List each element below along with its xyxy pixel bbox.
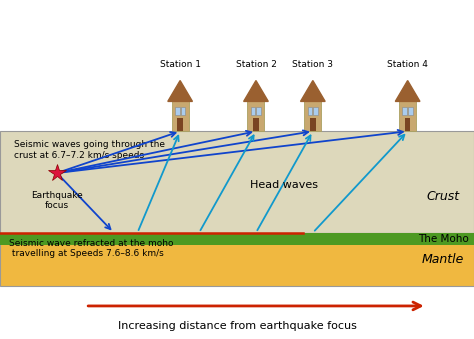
Bar <box>175 107 180 115</box>
Bar <box>0 233 474 286</box>
Polygon shape <box>301 81 325 101</box>
Text: Seismic wave refracted at the moho
 travelling at Speeds 7.6–8.6 km/s: Seismic wave refracted at the moho trave… <box>9 239 174 258</box>
Text: Increasing distance from earthquake focus: Increasing distance from earthquake focu… <box>118 321 356 332</box>
Text: The Moho: The Moho <box>418 234 469 244</box>
Bar <box>402 107 407 115</box>
Bar <box>251 107 255 115</box>
Bar <box>247 101 264 131</box>
Bar <box>0 233 474 245</box>
Text: Station 1: Station 1 <box>160 60 201 68</box>
Text: Station 4: Station 4 <box>387 60 428 68</box>
Text: Mantle: Mantle <box>422 253 465 266</box>
Polygon shape <box>168 81 192 101</box>
Bar <box>256 107 261 115</box>
Text: Head waves: Head waves <box>250 180 319 190</box>
Bar <box>313 107 318 115</box>
Bar <box>172 101 189 131</box>
Bar <box>408 107 413 115</box>
Bar <box>253 118 259 131</box>
Text: Station 3: Station 3 <box>292 60 333 68</box>
Text: Crust: Crust <box>427 191 460 203</box>
Bar <box>405 118 410 131</box>
Text: Station 2: Station 2 <box>236 60 276 68</box>
Polygon shape <box>395 81 420 101</box>
Bar <box>399 101 416 131</box>
Bar <box>308 107 312 115</box>
Bar <box>181 107 185 115</box>
Bar <box>0 131 474 233</box>
Text: Seismic waves going through the
crust at 6.7–7.2 km/s speeds: Seismic waves going through the crust at… <box>14 140 165 160</box>
Bar <box>304 101 321 131</box>
Bar <box>177 118 183 131</box>
Text: Earthquake
focus: Earthquake focus <box>31 191 83 210</box>
Polygon shape <box>244 81 268 101</box>
Bar <box>310 118 316 131</box>
